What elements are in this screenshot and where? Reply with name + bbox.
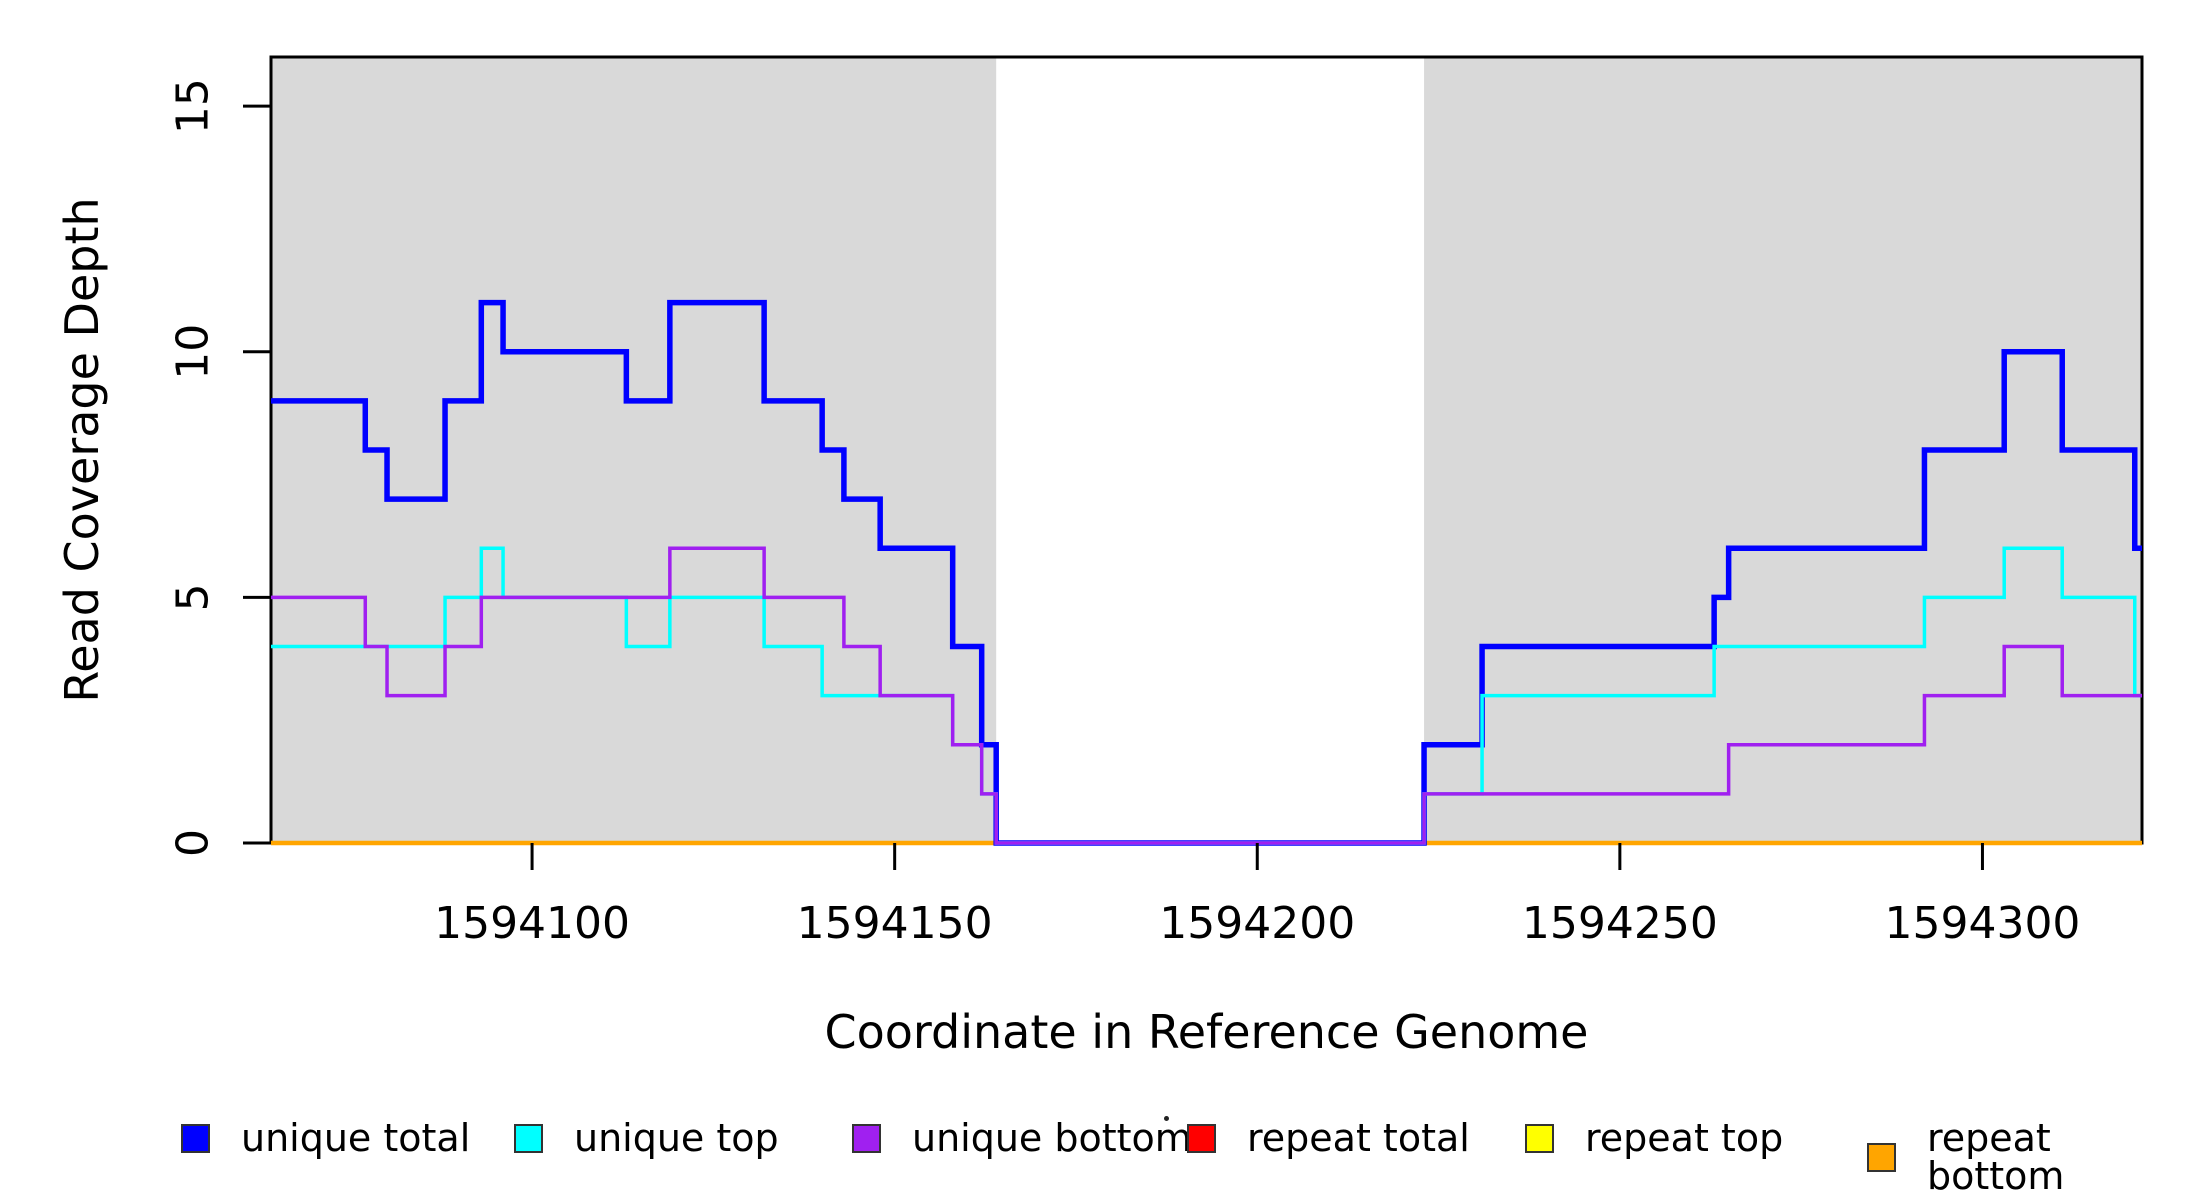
y-tick-label: 10 [167,324,218,380]
y-tick-label: 5 [167,583,218,611]
y-tick-label: 15 [167,78,218,134]
series-unique-total-line [271,299,2142,846]
x-axis-label: Coordinate in Reference Genome [824,1005,1589,1059]
x-tick-label: 1594300 [1884,898,2080,949]
y-tick-label: 0 [167,829,218,857]
series-unique-bottom-line [271,546,2142,845]
right-shaded-region [1424,57,2142,843]
x-tick-label: 1594250 [1522,898,1718,949]
x-tick-label: 1594100 [434,898,630,949]
y-axis-label: Read Coverage Depth [55,197,109,703]
x-tick-label: 1594200 [1159,898,1355,949]
left-shaded-region [271,57,997,843]
x-tick-label: 1594150 [797,898,993,949]
